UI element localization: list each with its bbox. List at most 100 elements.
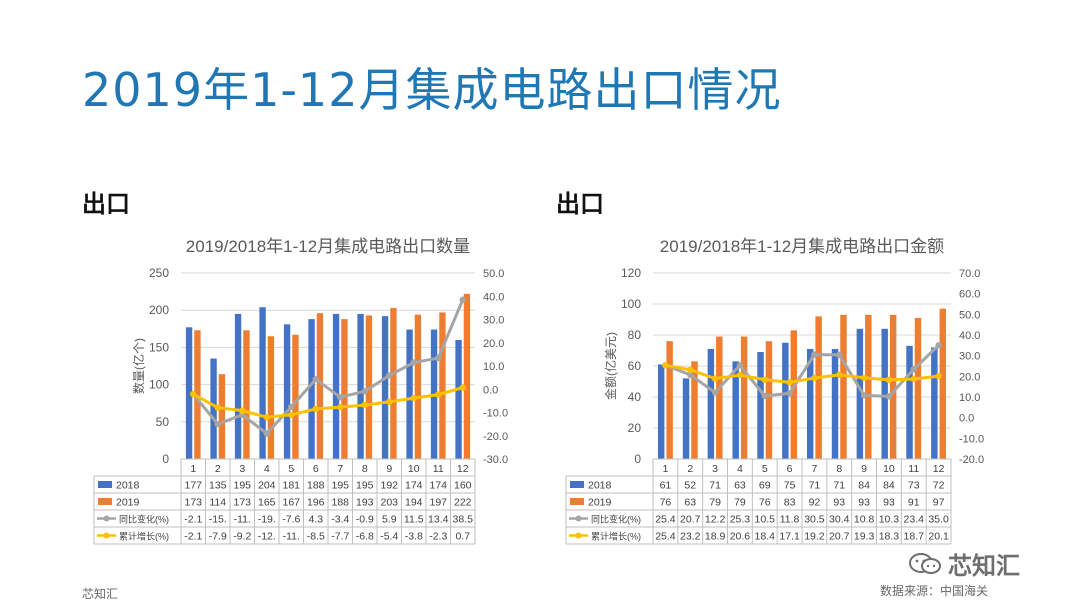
bar-2019 — [666, 341, 673, 459]
y-tick-label: 0 — [162, 452, 169, 466]
line-point — [811, 374, 818, 382]
bar-2019 — [790, 330, 798, 459]
bar-2018 — [881, 328, 888, 459]
bar-2018 — [657, 364, 665, 459]
bar-2019 — [914, 317, 922, 459]
data-label: -3.4 — [331, 514, 349, 526]
data-label: 38.5 — [453, 514, 474, 526]
bar-2019 — [414, 314, 422, 459]
bar-2018 — [732, 361, 739, 459]
data-label: 196 — [307, 497, 325, 509]
right-section-heading: 出口 — [556, 190, 604, 218]
y-tick-label: 100 — [149, 378, 169, 392]
data-label: 25.4 — [655, 531, 676, 543]
x-tick-label: 4 — [737, 463, 743, 475]
data-label: 91 — [908, 497, 920, 509]
bar-2019 — [765, 341, 773, 459]
bar-2019 — [267, 336, 275, 459]
x-tick-label: 9 — [386, 463, 392, 475]
bar-2018 — [210, 358, 217, 459]
legend-label: 2019 — [116, 497, 140, 509]
data-label: 167 — [282, 497, 300, 509]
y2-tick-label: 40.0 — [483, 291, 504, 303]
y-tick-label: 150 — [149, 340, 169, 354]
x-tick-label: 2 — [687, 463, 693, 475]
y-tick-label: 250 — [149, 266, 169, 280]
data-label: 195 — [356, 480, 374, 492]
x-tick-label: 6 — [787, 463, 793, 475]
bar-2019 — [218, 374, 226, 459]
bar-2018 — [906, 345, 913, 459]
data-label: 177 — [184, 480, 202, 492]
data-label: -2.1 — [184, 531, 202, 543]
data-label: 97 — [933, 497, 945, 509]
y-axis-label: 金额(亿美元) — [603, 332, 618, 400]
data-label: 73 — [908, 480, 920, 492]
data-label: 193 — [356, 497, 374, 509]
footer-data-source: 数据来源：中国海关 — [880, 584, 989, 598]
y2-tick-label: 50.0 — [959, 309, 980, 321]
line-point — [288, 403, 295, 411]
line-point — [263, 430, 270, 437]
line-point — [910, 366, 917, 373]
data-label: 83 — [784, 497, 796, 509]
line-point — [786, 379, 793, 386]
bar-2018 — [259, 307, 266, 459]
data-label: 18.7 — [904, 531, 925, 543]
data-label: 18.3 — [879, 531, 900, 543]
data-label: 5.9 — [382, 514, 397, 526]
bar-2019 — [740, 336, 748, 459]
data-label: 192 — [380, 480, 398, 492]
data-label: 173 — [184, 497, 202, 509]
data-label: 84 — [858, 480, 870, 492]
line-point — [761, 376, 768, 383]
line-point — [459, 296, 466, 303]
line-point — [214, 420, 221, 428]
bar-2018 — [682, 378, 690, 459]
data-label: 188 — [307, 480, 325, 492]
y2-tick-label: 70.0 — [959, 268, 980, 280]
data-label: -7.6 — [282, 514, 300, 526]
x-tick-label: 7 — [811, 463, 817, 475]
line-series — [665, 363, 939, 384]
line-point — [263, 413, 270, 421]
data-label: 114 — [209, 497, 226, 509]
data-label: 52 — [684, 480, 696, 492]
data-label: 19.3 — [854, 531, 875, 543]
y2-tick-label: 10.0 — [483, 361, 504, 373]
y-tick-label: 200 — [149, 303, 169, 317]
line-point — [885, 376, 893, 384]
line-point — [662, 361, 669, 369]
bar-2018 — [707, 348, 715, 459]
line-series — [192, 386, 464, 419]
chart-title: 2019/2018年1-12月集成电路出口数量 — [186, 237, 470, 256]
y2-tick-label: 60.0 — [959, 289, 980, 301]
line-point — [288, 411, 295, 419]
data-label: 20.6 — [730, 531, 751, 543]
data-label: 93 — [883, 497, 895, 509]
line-point — [687, 371, 694, 379]
line-point — [711, 389, 719, 396]
data-label: 71 — [809, 480, 821, 492]
bar-2018 — [406, 329, 413, 459]
bar-2018 — [806, 348, 814, 459]
data-label: 4.3 — [308, 514, 323, 526]
data-label: 93 — [858, 497, 870, 509]
data-label: 17.1 — [779, 531, 800, 543]
data-label: 71 — [709, 480, 721, 492]
data-label: -11. — [234, 514, 251, 526]
data-label: 11.8 — [780, 514, 800, 526]
line-point — [885, 393, 893, 400]
data-label: 204 — [258, 480, 276, 492]
bar-2018 — [332, 313, 340, 459]
data-label: 10.5 — [755, 514, 776, 526]
x-tick-label: 12 — [457, 463, 469, 475]
line-point — [860, 392, 868, 399]
data-label: 135 — [209, 480, 227, 492]
legend-label: 2018 — [116, 480, 140, 492]
data-label: -3.8 — [405, 531, 423, 543]
data-label: 197 — [429, 497, 447, 509]
x-tick-label: 2 — [215, 463, 221, 475]
bar-2018 — [185, 327, 193, 459]
data-label: 75 — [784, 480, 796, 492]
